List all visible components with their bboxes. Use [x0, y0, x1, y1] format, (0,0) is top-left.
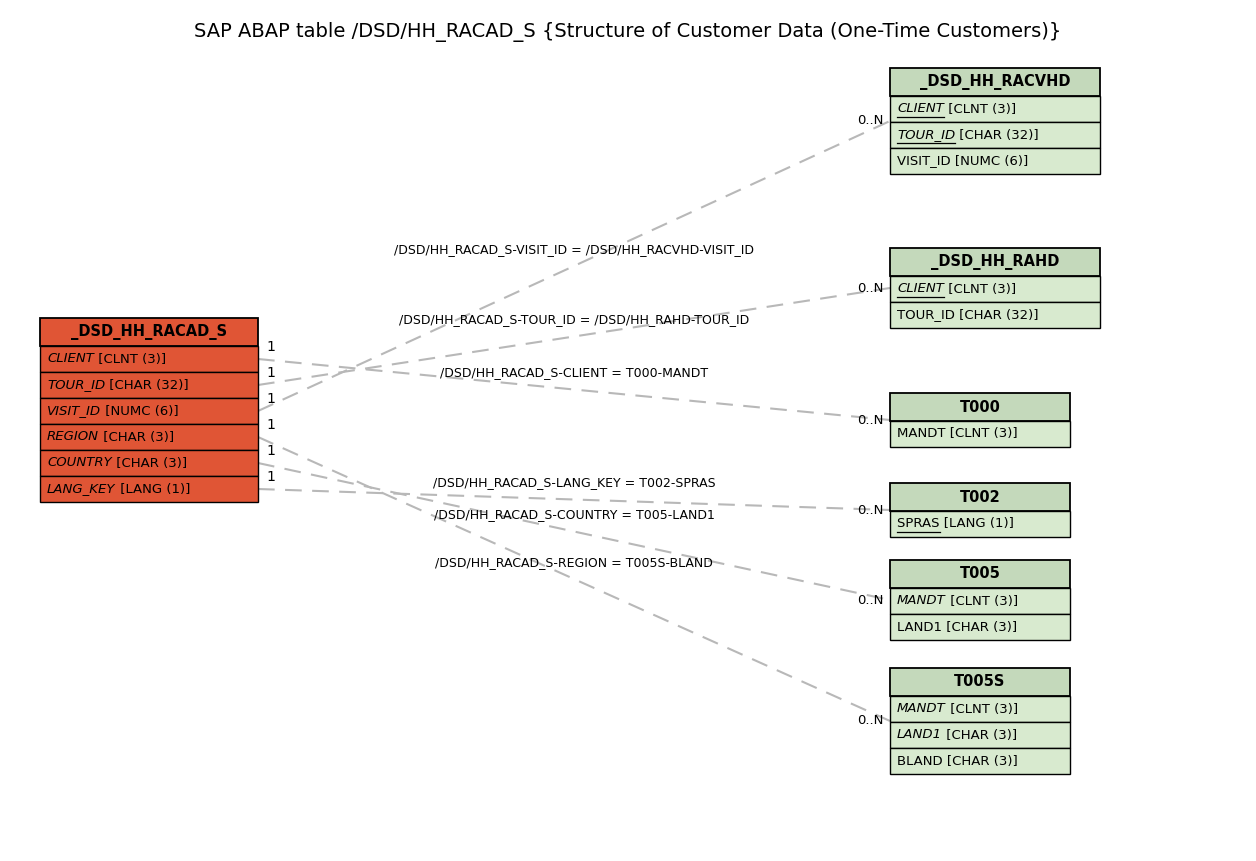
Text: TOUR_ID: TOUR_ID: [46, 379, 106, 392]
Text: [CHAR (32)]: [CHAR (32)]: [956, 128, 1039, 141]
Text: VISIT_ID [NUMC (6)]: VISIT_ID [NUMC (6)]: [897, 154, 1029, 168]
Text: _DSD_HH_RAHD: _DSD_HH_RAHD: [931, 254, 1059, 270]
Text: [CHAR (3)]: [CHAR (3)]: [112, 456, 187, 469]
Text: LAND1: LAND1: [897, 728, 942, 741]
Text: VISIT_ID: VISIT_ID: [46, 405, 102, 418]
Text: T005: T005: [960, 567, 1001, 581]
Text: [CLNT (3)]: [CLNT (3)]: [943, 282, 1016, 295]
Text: 0..N: 0..N: [858, 715, 884, 728]
Bar: [891, 248, 1100, 276]
Bar: [891, 122, 1100, 148]
Text: [LANG (1)]: [LANG (1)]: [116, 482, 190, 495]
Bar: [891, 748, 1070, 774]
Text: 1: 1: [266, 444, 275, 458]
Text: 1: 1: [266, 340, 275, 354]
Text: REGION: REGION: [46, 430, 99, 443]
Bar: [40, 346, 257, 372]
Text: MANDT: MANDT: [897, 703, 946, 715]
Text: SPRAS [LANG (1)]: SPRAS [LANG (1)]: [897, 517, 1014, 530]
Bar: [891, 276, 1100, 302]
Text: T000: T000: [960, 400, 1001, 414]
Bar: [891, 421, 1070, 447]
Bar: [891, 696, 1070, 722]
Bar: [891, 668, 1070, 696]
Bar: [40, 424, 257, 450]
Bar: [891, 511, 1070, 537]
Text: MANDT [CLNT (3)]: MANDT [CLNT (3)]: [897, 428, 1017, 441]
Text: [CHAR (32)]: [CHAR (32)]: [106, 379, 188, 392]
Bar: [891, 302, 1100, 328]
Bar: [891, 588, 1070, 614]
Text: 0..N: 0..N: [858, 413, 884, 426]
Text: CLIENT: CLIENT: [897, 102, 943, 115]
Text: 1: 1: [266, 418, 275, 432]
Bar: [891, 483, 1070, 511]
Bar: [40, 476, 257, 502]
Text: 1: 1: [266, 392, 275, 406]
Text: _DSD_HH_RACAD_S: _DSD_HH_RACAD_S: [70, 324, 227, 340]
Text: CLIENT: CLIENT: [46, 352, 94, 366]
Text: BLAND [CHAR (3)]: BLAND [CHAR (3)]: [897, 754, 1017, 767]
Bar: [40, 398, 257, 424]
Text: [CLNT (3)]: [CLNT (3)]: [94, 352, 166, 366]
Bar: [40, 450, 257, 476]
Bar: [891, 393, 1070, 421]
Text: [CLNT (3)]: [CLNT (3)]: [943, 102, 1016, 115]
Text: [CLNT (3)]: [CLNT (3)]: [946, 703, 1017, 715]
Bar: [891, 560, 1070, 588]
Text: /DSD/HH_RACAD_S-COUNTRY = T005-LAND1: /DSD/HH_RACAD_S-COUNTRY = T005-LAND1: [433, 509, 715, 522]
Text: [CHAR (3)]: [CHAR (3)]: [942, 728, 1017, 741]
Text: 0..N: 0..N: [858, 282, 884, 294]
Text: [CLNT (3)]: [CLNT (3)]: [946, 594, 1017, 608]
Text: T005S: T005S: [955, 674, 1006, 690]
Text: T002: T002: [960, 490, 1000, 505]
Text: 0..N: 0..N: [858, 504, 884, 517]
Bar: [891, 614, 1070, 640]
Text: CLIENT: CLIENT: [897, 282, 943, 295]
Bar: [40, 372, 257, 398]
Text: /DSD/HH_RACAD_S-LANG_KEY = T002-SPRAS: /DSD/HH_RACAD_S-LANG_KEY = T002-SPRAS: [432, 476, 716, 490]
Text: TOUR_ID: TOUR_ID: [897, 128, 956, 141]
Bar: [891, 722, 1070, 748]
Bar: [891, 68, 1100, 96]
Text: /DSD/HH_RACAD_S-CLIENT = T000-MANDT: /DSD/HH_RACAD_S-CLIENT = T000-MANDT: [440, 367, 708, 380]
Text: 1: 1: [266, 366, 275, 380]
Bar: [891, 96, 1100, 122]
Text: MANDT: MANDT: [897, 594, 946, 608]
Text: COUNTRY: COUNTRY: [46, 456, 112, 469]
Text: LANG_KEY: LANG_KEY: [46, 482, 116, 495]
Text: _DSD_HH_RACVHD: _DSD_HH_RACVHD: [919, 74, 1070, 90]
Text: [CHAR (3)]: [CHAR (3)]: [99, 430, 175, 443]
Text: 0..N: 0..N: [858, 593, 884, 606]
Bar: [891, 148, 1100, 174]
Text: LAND1 [CHAR (3)]: LAND1 [CHAR (3)]: [897, 621, 1017, 634]
Text: SAP ABAP table /DSD/HH_RACAD_S {Structure of Customer Data (One-Time Customers)}: SAP ABAP table /DSD/HH_RACAD_S {Structur…: [195, 22, 1061, 42]
Text: /DSD/HH_RACAD_S-VISIT_ID = /DSD/HH_RACVHD-VISIT_ID: /DSD/HH_RACAD_S-VISIT_ID = /DSD/HH_RACVH…: [394, 243, 754, 256]
Text: /DSD/HH_RACAD_S-REGION = T005S-BLAND: /DSD/HH_RACAD_S-REGION = T005S-BLAND: [435, 556, 713, 569]
Text: 1: 1: [266, 470, 275, 484]
Text: TOUR_ID [CHAR (32)]: TOUR_ID [CHAR (32)]: [897, 308, 1039, 321]
Text: [NUMC (6)]: [NUMC (6)]: [102, 405, 178, 418]
Bar: [40, 318, 257, 346]
Text: 0..N: 0..N: [858, 115, 884, 127]
Text: /DSD/HH_RACAD_S-TOUR_ID = /DSD/HH_RAHD-TOUR_ID: /DSD/HH_RACAD_S-TOUR_ID = /DSD/HH_RAHD-T…: [399, 313, 749, 326]
